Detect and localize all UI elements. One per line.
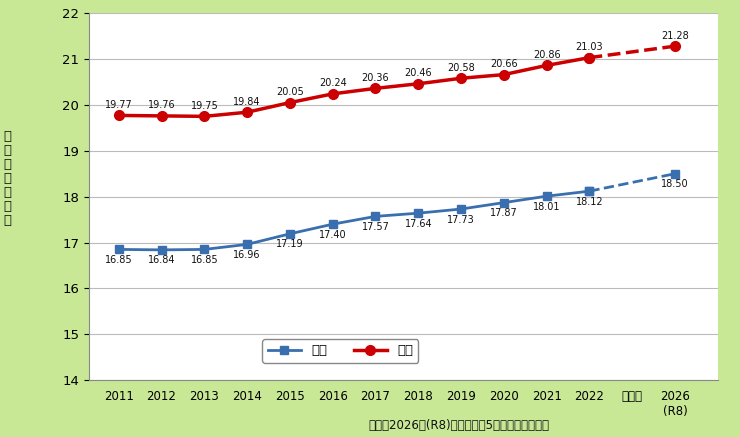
Text: 17.87: 17.87 — [490, 208, 518, 218]
Text: 健
康
寿
命
（
年
）: 健 康 寿 命 （ 年 ） — [3, 130, 11, 227]
Text: 18.01: 18.01 — [533, 202, 560, 212]
Text: 20.66: 20.66 — [490, 59, 518, 69]
Text: ＊注：2026年(R8)は新埼玉県5か年計画の目標値: ＊注：2026年(R8)は新埼玉県5か年計画の目標値 — [369, 419, 549, 432]
Text: 20.58: 20.58 — [447, 63, 475, 73]
Text: 16.85: 16.85 — [105, 255, 132, 265]
Text: 20.24: 20.24 — [319, 78, 346, 88]
Text: 16.85: 16.85 — [190, 255, 218, 265]
Text: 17.64: 17.64 — [405, 218, 432, 229]
Text: 21.03: 21.03 — [576, 42, 603, 52]
Text: 19.77: 19.77 — [105, 100, 132, 110]
Text: 17.40: 17.40 — [319, 230, 346, 239]
Text: 20.36: 20.36 — [362, 73, 389, 83]
Text: 19.84: 19.84 — [233, 97, 261, 107]
Text: 21.28: 21.28 — [661, 31, 689, 41]
Legend: 男性, 女性: 男性, 女性 — [263, 339, 418, 363]
Text: 18.12: 18.12 — [576, 197, 603, 207]
Text: 20.46: 20.46 — [405, 68, 432, 78]
Text: 17.19: 17.19 — [276, 239, 303, 250]
Text: 18.50: 18.50 — [662, 179, 689, 189]
Text: 17.57: 17.57 — [362, 222, 389, 232]
Text: 19.75: 19.75 — [190, 101, 218, 111]
Text: 16.84: 16.84 — [148, 255, 175, 265]
Text: 20.86: 20.86 — [533, 50, 560, 60]
Text: 16.96: 16.96 — [233, 250, 261, 260]
Text: 19.76: 19.76 — [148, 101, 175, 111]
Text: 17.73: 17.73 — [447, 215, 475, 225]
Text: 20.05: 20.05 — [276, 87, 304, 97]
